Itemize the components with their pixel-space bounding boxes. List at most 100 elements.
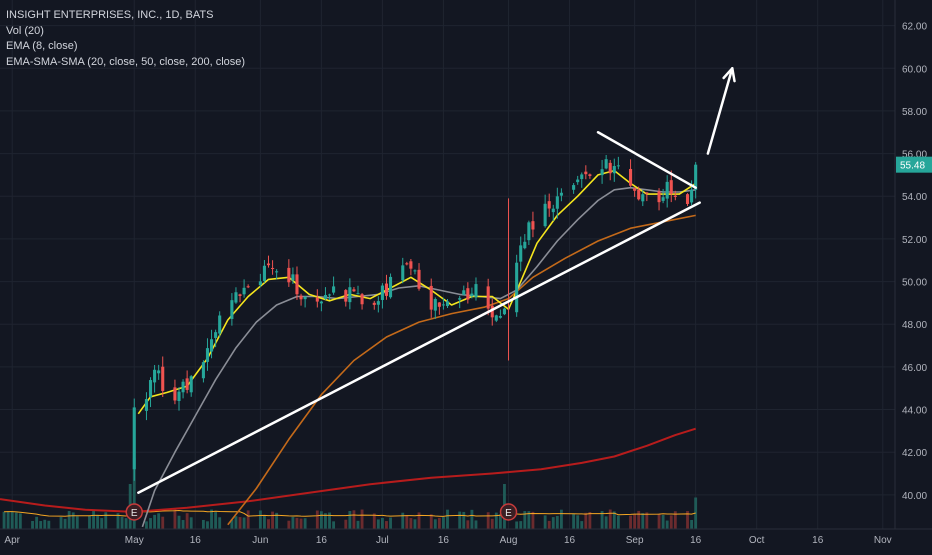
volume-bar (515, 521, 519, 529)
volume-bar (96, 514, 100, 529)
time-tick-label: 16 (438, 535, 450, 546)
volume-bar (413, 519, 417, 529)
volume-bar (92, 509, 95, 529)
volume-bar (555, 515, 559, 529)
candle-body (637, 189, 641, 200)
volume-bar (559, 509, 563, 529)
candle-body (181, 381, 185, 393)
time-tick-label: 16 (564, 535, 576, 546)
volume-ma-line (4, 509, 696, 517)
candle-body (584, 171, 588, 175)
volume-bar (356, 520, 360, 529)
candle-body (262, 265, 266, 282)
price-tick-label: 60.00 (902, 64, 927, 75)
candle-body (429, 285, 433, 310)
candle-body (458, 298, 462, 300)
volume-bar (409, 518, 413, 529)
candle-body (405, 263, 409, 265)
candle-body (189, 376, 193, 393)
candle-body (376, 301, 380, 305)
volume-bar (572, 513, 576, 529)
volume-bar (348, 511, 352, 529)
candle-body (258, 281, 262, 286)
volume-bar (6, 511, 10, 529)
candle-body (685, 194, 690, 204)
volume-bar (299, 518, 303, 529)
volume-bar (295, 517, 299, 529)
volume-bar (47, 520, 51, 529)
candle-body (380, 285, 384, 300)
candle-body (559, 192, 563, 196)
volume-bar (633, 514, 637, 529)
earnings-marker-circle (125, 503, 143, 521)
last-price-label: 55.48 (900, 161, 925, 172)
volume-bar (145, 521, 148, 529)
volume-bar (446, 509, 449, 529)
volume-bar (551, 517, 555, 529)
volume-bar (59, 516, 63, 529)
volume-bar (576, 515, 580, 529)
volume-bar (580, 521, 584, 529)
price-tick-label: 44.00 (902, 406, 927, 417)
candle-body (555, 196, 559, 209)
candle-body (409, 261, 413, 269)
time-tick-label: 16 (690, 535, 702, 546)
volume-bar (405, 515, 409, 529)
price-tick-label: 42.00 (902, 448, 927, 459)
volume-bar (275, 512, 279, 529)
earnings-marker-label: E (505, 508, 512, 519)
candle-body (275, 271, 279, 273)
volume-bar (238, 517, 242, 529)
legend-ema: EMA (8, close) (6, 40, 78, 52)
time-tick-label: Apr (4, 535, 20, 546)
price-tick-label: 56.00 (902, 150, 927, 161)
volume-bar (604, 516, 608, 529)
volume-bar (185, 513, 189, 529)
price-tick-label: 50.00 (902, 278, 927, 289)
volume-bar (181, 520, 185, 529)
volume-bar (332, 521, 336, 529)
volume-bar (360, 509, 364, 529)
candle-body (490, 305, 494, 318)
volume-bar (104, 512, 108, 529)
volume-bar (600, 511, 604, 529)
time-tick-label: May (125, 535, 144, 546)
volume-bar (629, 515, 632, 529)
earnings-marker-circle (499, 503, 518, 521)
candle-body (401, 265, 405, 281)
candle-body (332, 286, 336, 293)
candle-body (360, 294, 364, 305)
volume-bar (14, 512, 18, 529)
volume-bar (344, 519, 348, 529)
volume-bar (234, 516, 238, 529)
candle-body (466, 288, 470, 300)
candle-body (657, 191, 661, 203)
time-tick-label: 16 (190, 535, 202, 546)
volume-bar (612, 511, 616, 529)
volume-bar (319, 511, 323, 529)
volume-bar (63, 518, 67, 529)
last-price-tag (896, 156, 932, 173)
volume-bar (523, 511, 527, 529)
support-trendline (137, 201, 701, 494)
volume-bar (315, 510, 319, 529)
volume-bar (433, 519, 437, 529)
candle-body (470, 293, 474, 297)
volume-bar (641, 513, 645, 529)
volume-bar (120, 516, 124, 529)
candle-body (185, 378, 189, 390)
volume-bar (401, 512, 405, 529)
earnings-marker-label: E (131, 508, 138, 519)
volume-bar (157, 513, 161, 529)
drawings[interactable] (137, 67, 736, 494)
candle-body (433, 299, 437, 311)
volume-bar (645, 512, 649, 529)
candle-body (132, 407, 136, 470)
volume-bar (153, 514, 157, 529)
candle-body (588, 174, 592, 176)
time-tick-label: Jun (252, 535, 268, 546)
candle-body (673, 195, 677, 197)
